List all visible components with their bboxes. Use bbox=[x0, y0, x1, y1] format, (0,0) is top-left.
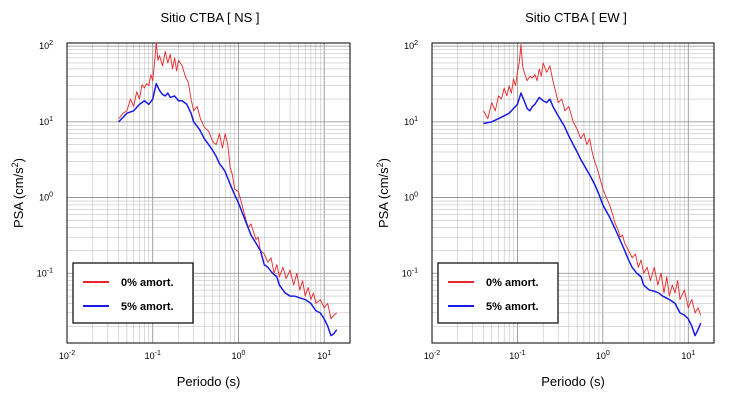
y-tick-label: 100 bbox=[39, 192, 53, 203]
legend-box bbox=[437, 262, 559, 324]
chart-title: Sitio CTBA [ NS ] bbox=[161, 10, 260, 25]
y-tick-label: 102 bbox=[39, 40, 53, 51]
legend: 0% amort. 5% amort. bbox=[437, 262, 559, 324]
series-line-undamped bbox=[118, 41, 338, 320]
x-tick-label: 101 bbox=[681, 350, 695, 361]
x-tick-label: 10-2 bbox=[424, 350, 440, 361]
plot-frame bbox=[66, 42, 351, 344]
y-tick-label: 101 bbox=[39, 116, 53, 127]
y-tick-label: 102 bbox=[404, 40, 418, 51]
y-axis-label: PSA (cm/s2) bbox=[10, 158, 26, 228]
legend-label: 0% amort. bbox=[486, 277, 539, 289]
x-tick-label: 100 bbox=[596, 350, 610, 361]
chart-title: Sitio CTBA [ EW ] bbox=[525, 10, 627, 25]
y-tick-label: 10-1 bbox=[402, 267, 418, 278]
grid bbox=[431, 43, 715, 343]
x-tick-label: 10-2 bbox=[59, 350, 75, 361]
grid bbox=[66, 43, 351, 343]
plot-frame bbox=[431, 42, 715, 344]
legend: 0% amort. 5% amort. bbox=[72, 262, 194, 324]
y-axis-label: PSA (cm/s2) bbox=[375, 158, 391, 228]
x-tick-label: 101 bbox=[317, 350, 331, 361]
x-axis-label: Periodo (s) bbox=[177, 374, 241, 389]
x-axis-label: Periodo (s) bbox=[541, 374, 605, 389]
series-line-damped bbox=[118, 82, 338, 337]
y-tick-label: 101 bbox=[404, 116, 418, 127]
series-line-undamped bbox=[483, 44, 702, 316]
x-tick-label: 10-1 bbox=[509, 350, 525, 361]
x-tick-label: 100 bbox=[232, 350, 246, 361]
series-line-damped bbox=[483, 92, 702, 337]
legend-box bbox=[72, 262, 194, 324]
chart-panel-1: Sitio CTBA [ NS ] 10-2 10-1 100 101 10-1 100 10… bbox=[10, 10, 351, 389]
y-tick-label: 10-1 bbox=[37, 267, 53, 278]
chart-panel-2: Sitio CTBA [ EW ] 10-2 10-1 100 101 10-1 100 10… bbox=[375, 10, 715, 389]
legend-label: 5% amort. bbox=[121, 301, 174, 313]
legend-label: 5% amort. bbox=[486, 301, 539, 313]
legend-label: 0% amort. bbox=[121, 277, 174, 289]
y-tick-label: 100 bbox=[404, 192, 418, 203]
x-tick-label: 10-1 bbox=[145, 350, 161, 361]
